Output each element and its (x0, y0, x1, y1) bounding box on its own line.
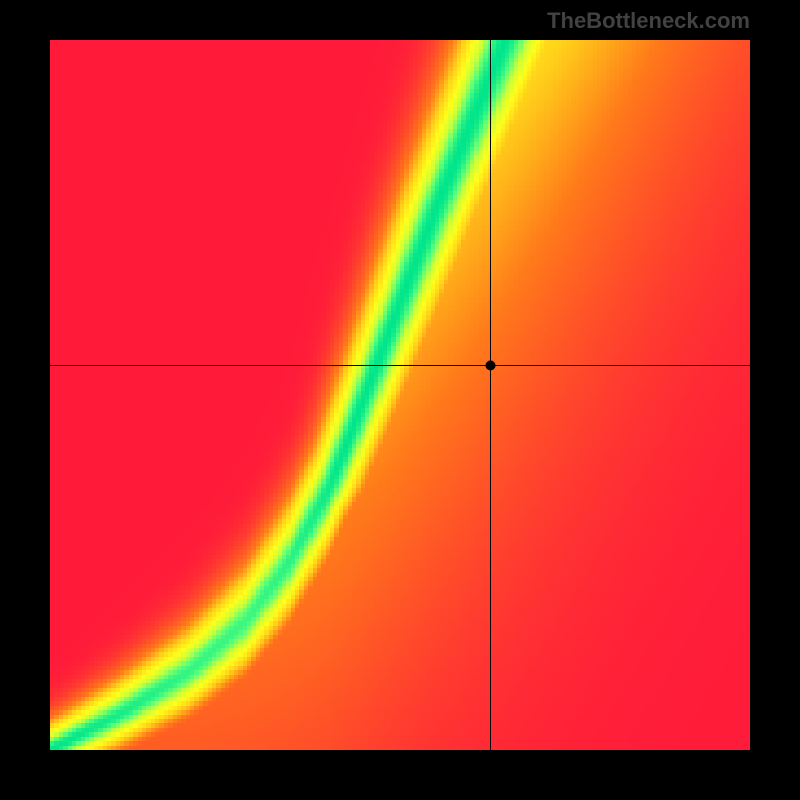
heatmap-plot (50, 40, 750, 750)
chart-container: TheBottleneck.com (0, 0, 800, 800)
watermark-text: TheBottleneck.com (547, 8, 750, 34)
heatmap-canvas (50, 40, 750, 750)
